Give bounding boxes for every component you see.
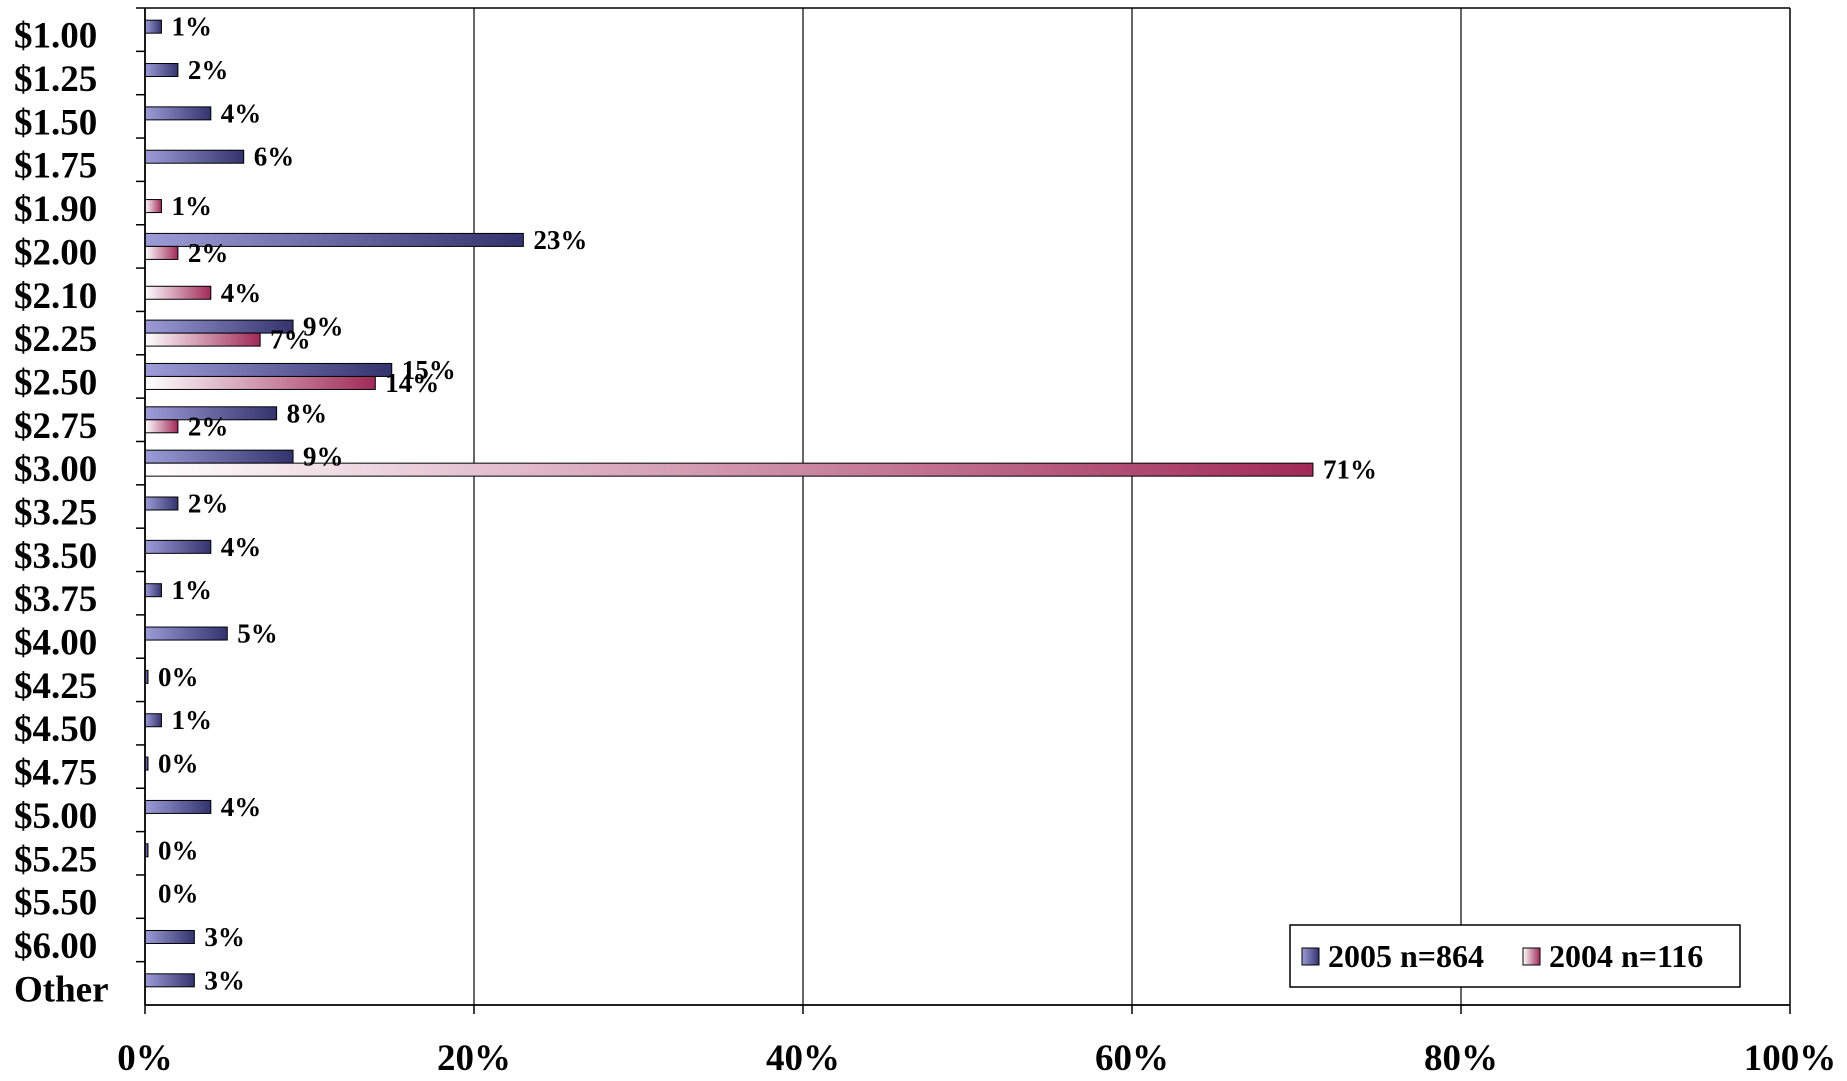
- x-tick-label: 80%: [1424, 1038, 1498, 1079]
- bar-2005: [144, 149, 245, 164]
- category-label: Other: [14, 969, 109, 1010]
- category-label: $1.90: [14, 189, 97, 230]
- category-label: $4.25: [14, 666, 97, 707]
- bar-2004: [144, 332, 261, 347]
- data-label-2005: 4%: [221, 792, 261, 822]
- data-label-2005: 3%: [204, 922, 245, 952]
- data-label-2005: 0%: [158, 879, 199, 909]
- data-label-2004: 2%: [188, 238, 229, 268]
- category-label: $2.10: [14, 276, 97, 317]
- bars: [144, 19, 1314, 988]
- category-label: $3.25: [14, 493, 97, 534]
- data-label-2005: 3%: [204, 965, 245, 995]
- bar-2005: [144, 583, 162, 598]
- x-tick-label: 40%: [766, 1038, 840, 1079]
- data-label-2005: 9%: [303, 312, 344, 342]
- category-label: $3.50: [14, 536, 97, 577]
- axes: 0% 20% 40% 60% 80% 100% $1.00$1.25$1.50$1.75$1…: [14, 7, 1837, 1079]
- category-label: $2.50: [14, 362, 97, 403]
- gridlines: [145, 7, 1791, 1005]
- bar-2005: [144, 19, 162, 34]
- bar-2005: [144, 63, 179, 78]
- data-label-2005: 15%: [402, 355, 456, 385]
- data-label-2005: 1%: [171, 575, 212, 605]
- data-label-2005: 0%: [158, 662, 199, 692]
- bar-2005: [144, 362, 393, 377]
- bar-2005: [144, 973, 195, 988]
- data-labels: 1%2%4%6%1%23%2%4%9%7%15%14%8%2%9% 71%2%4%…: [158, 12, 1377, 996]
- bar-2005: [144, 449, 294, 464]
- data-label-2005: 8%: [287, 398, 328, 428]
- legend-swatch-2004: [1522, 947, 1541, 966]
- category-label: $1.25: [14, 59, 97, 100]
- bar-2005: [144, 799, 212, 814]
- legend: 2005 n=864 2004 n=116: [1289, 924, 1741, 988]
- category-label: $3.75: [14, 579, 97, 620]
- category-label: $3.00: [14, 449, 97, 490]
- data-label-2004: 1%: [171, 191, 212, 221]
- category-label: $4.00: [14, 623, 97, 664]
- data-label-2005: 1%: [171, 12, 212, 42]
- legend-swatch-2005: [1301, 947, 1320, 966]
- data-label-2004: 71%: [1323, 455, 1377, 485]
- category-label: $4.75: [14, 753, 97, 794]
- category-label: $2.25: [14, 319, 97, 360]
- bar-2005: [144, 626, 228, 641]
- bar-2004: [144, 375, 376, 390]
- x-tick-label: 100%: [1744, 1038, 1837, 1079]
- bar-2004: [144, 419, 179, 434]
- data-label-2005: 9%: [303, 442, 344, 472]
- bar-2005: [144, 496, 179, 511]
- category-label: $1.75: [14, 146, 97, 187]
- category-label: $5.25: [14, 839, 97, 880]
- legend-label-2005: 2005 n=864: [1328, 938, 1484, 974]
- bar-2004: [144, 285, 212, 300]
- category-label: $1.50: [14, 102, 97, 143]
- category-label: $5.50: [14, 883, 97, 924]
- category-label: $1.00: [14, 16, 97, 57]
- data-label-2005: 4%: [221, 98, 261, 128]
- bar-2005: [144, 539, 212, 554]
- data-label-2004: 14%: [385, 368, 439, 398]
- data-label-2005: 6%: [254, 142, 295, 172]
- legend-label-2004: 2004 n=116: [1549, 938, 1703, 974]
- bar-2004: [144, 199, 162, 214]
- bar-2004: [144, 245, 179, 260]
- data-label-2005: 23%: [533, 225, 587, 255]
- data-label-2005: 2%: [188, 55, 229, 85]
- data-label-2005: 4%: [221, 532, 261, 562]
- category-label: $4.50: [14, 709, 97, 750]
- category-label: $5.00: [14, 796, 97, 837]
- data-label-2004: 7%: [270, 325, 311, 355]
- x-tick-label: 0%: [117, 1038, 173, 1079]
- bar-2005: [144, 106, 212, 121]
- x-tick-label: 60%: [1095, 1038, 1169, 1079]
- data-label-2004: 2%: [188, 411, 229, 441]
- data-label-2005: 2%: [188, 489, 229, 519]
- category-label: $2.00: [14, 232, 97, 273]
- data-label-2005: 5%: [237, 619, 278, 649]
- data-label-2005: 0%: [158, 749, 199, 779]
- data-label-2004: 4%: [221, 278, 261, 308]
- bar-2005: [144, 929, 195, 944]
- x-tick-label: 20%: [437, 1038, 511, 1079]
- data-label-2005: 1%: [171, 705, 212, 735]
- data-label-2005: 0%: [158, 835, 199, 865]
- category-label: $2.75: [14, 406, 97, 447]
- legend-box: [1289, 924, 1741, 988]
- category-label: $6.00: [14, 926, 97, 967]
- bar-2005: [144, 713, 162, 728]
